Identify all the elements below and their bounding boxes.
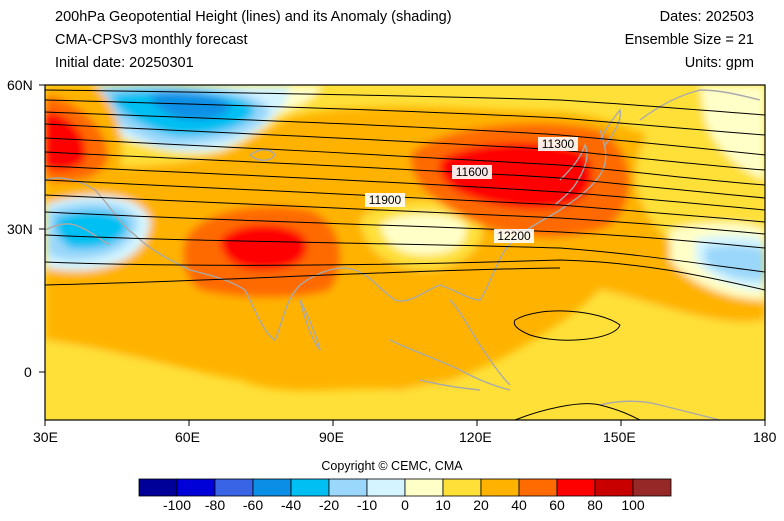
lon-label-60e: 60E [175,429,200,445]
ensemble-size: Ensemble Size = 21 [624,32,754,48]
lon-label-150e: 150E [603,429,636,445]
colorbar-label: -10 [356,497,378,513]
lon-label-30e: 30E [33,429,58,445]
contour-label-11900: 11900 [369,193,402,207]
lon-label-120e: 120E [459,429,492,445]
colorbar-label: 0 [401,497,409,513]
lon-label-90e: 90E [319,429,344,445]
anomaly-shading [45,85,765,420]
contour-labels: 11300 11600 11900 12200 [365,137,578,243]
map-title: 200hPa Geopotential Height (lines) and i… [55,9,452,25]
lat-label-0: 0 [24,364,32,380]
axis-ticks [39,84,766,426]
lon-label-180: 180 [753,429,777,445]
colorbar-label: -60 [242,497,264,513]
coastlines [45,89,761,420]
colorbar-label: -20 [318,497,340,513]
lat-label-30n: 30N [7,221,33,237]
plot-frame [44,84,766,421]
colorbar-label: -100 [162,497,192,513]
model-name: CMA-CPSv3 monthly forecast [55,32,248,48]
colorbar-label: 60 [549,497,565,513]
contour-label-11600: 11600 [456,165,489,179]
contour-label-12200: 12200 [497,229,531,243]
colorbar-label: 10 [435,497,451,513]
lat-label-60n: 60N [7,77,33,93]
copyright: Copyright © CEMC, CMA [321,459,463,473]
colorbar-label: 80 [587,497,603,513]
forecast-dates: Dates: 202503 [659,9,754,25]
colorbar [138,478,672,497]
initial-date: Initial date: 20250301 [55,55,194,71]
colorbar-label: -40 [280,497,302,513]
colorbar-label: 100 [621,497,645,513]
colorbar-label: 40 [511,497,527,513]
contour-label-11300: 11300 [542,137,575,151]
units: Units: gpm [684,55,754,71]
colorbar-label: 20 [473,497,489,513]
colorbar-label: -80 [204,497,226,513]
